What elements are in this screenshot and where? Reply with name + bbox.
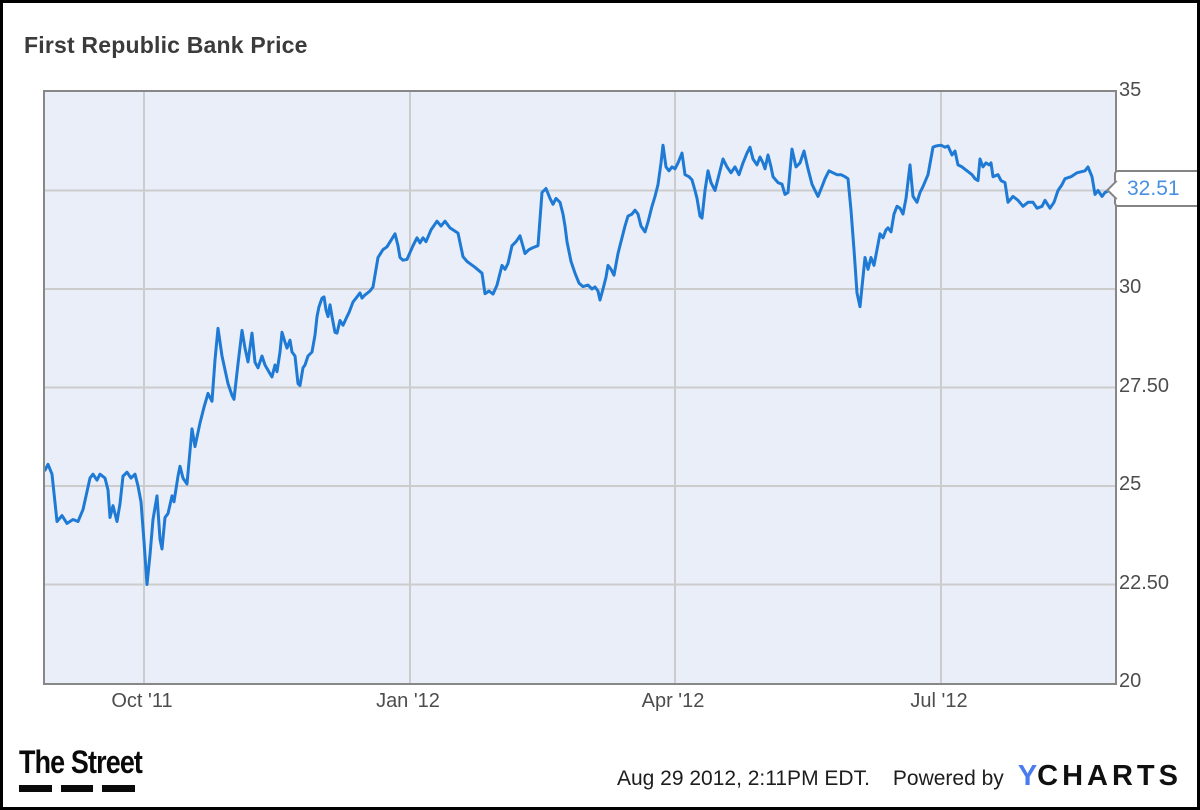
y-axis-label: 20 — [1119, 670, 1142, 692]
y-axis-label: 22.50 — [1119, 571, 1170, 594]
logo-dash — [60, 785, 94, 792]
thestreet-logo-text: The Street — [19, 744, 143, 780]
y-axis-label: 30 — [1119, 276, 1142, 298]
price-line-chart — [45, 92, 1115, 683]
thestreet-logo: The Street — [19, 744, 143, 792]
x-axis-label: Jan '12 — [376, 690, 440, 712]
page-title: First Republic Bank Price — [24, 32, 308, 58]
powered-by-text: Powered by — [892, 767, 1004, 790]
y-axis-label: 25 — [1119, 473, 1142, 495]
x-axis-label: Apr '12 — [641, 690, 705, 712]
ycharts-logo-text: CHARTS — [1037, 760, 1182, 792]
last-price-callout: 32.51 — [1106, 170, 1197, 208]
logo-dash — [102, 785, 136, 792]
footer-attribution: Aug 29 2012, 2:11PM EDT. Powered by YCHA… — [617, 760, 1182, 793]
ycharts-logo: YCHARTS — [1018, 760, 1182, 793]
ycharts-y-icon: Y — [1017, 760, 1038, 792]
thestreet-logo-dashes — [19, 785, 136, 792]
plot-area — [43, 90, 1117, 685]
logo-dash — [19, 785, 52, 792]
y-axis-label: 27.50 — [1119, 374, 1170, 397]
last-price-value: 32.51 — [1127, 176, 1180, 200]
x-axis-label: Jul '12 — [910, 690, 968, 712]
timestamp-text: Aug 29 2012, 2:11PM EDT. — [616, 767, 870, 790]
x-axis-label: Oct '11 — [111, 690, 173, 712]
y-axis-label: 35 — [1119, 79, 1142, 101]
